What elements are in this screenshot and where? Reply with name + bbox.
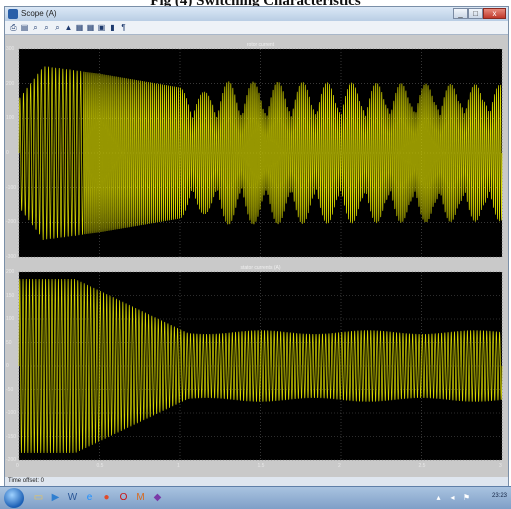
y-tick-label: -100 <box>6 184 17 191</box>
opera-icon[interactable]: O <box>119 492 128 503</box>
parameters-icon[interactable]: ▤ <box>20 23 29 32</box>
minimize-button[interactable]: _ <box>453 8 468 19</box>
close-button[interactable]: x <box>483 8 506 19</box>
y-tick-label: 200 <box>6 269 15 275</box>
internet-explorer-icon[interactable]: e <box>86 492 93 503</box>
explorer-icon[interactable]: ▭ <box>33 492 44 503</box>
scope-plot-area: rotor current stator currents (A) 300 200… <box>5 35 508 477</box>
y-tick-label: 200 <box>6 80 15 87</box>
y-tick-label: 100 <box>6 316 15 322</box>
stator-current-title: stator currents (A) <box>240 265 281 271</box>
title-bar[interactable]: Scope (A) _ □ x <box>5 7 508 21</box>
scope-plots <box>18 48 503 461</box>
word-icon[interactable]: W <box>67 492 78 503</box>
scope-window: Scope (A) _ □ x ⎙ ▤ ⌕ ⌕ ⌕ ▲ ▦ ▦ ▣ ▮ ¶ rotor curren… <box>4 6 509 486</box>
system-tray: ▴ ◂ ⚑ <box>417 492 507 504</box>
figure-caption: Fig (4) Switching Characteristics <box>150 0 361 8</box>
flag-icon[interactable]: ⚑ <box>462 493 471 502</box>
y-tick-label: 150 <box>6 292 15 299</box>
taskbar-clock[interactable]: 23:23 <box>491 493 507 499</box>
y-tick-label: -200 <box>6 457 17 463</box>
start-button-icon[interactable] <box>4 488 24 508</box>
x-tick-label: 1.5 <box>257 463 265 469</box>
y-tick-label: 50 <box>6 339 12 346</box>
x-tick-label: 2 <box>338 463 341 469</box>
y-tick-label: -150 <box>6 433 17 440</box>
lock-axes-icon[interactable]: ▮ <box>110 23 115 32</box>
y-tick-label: 0 <box>6 363 9 369</box>
time-offset-text: Time offset: 0 <box>8 478 45 484</box>
volume-icon[interactable]: ◂ <box>450 493 455 502</box>
zoom-in-icon[interactable]: ⌕ <box>33 23 38 32</box>
y-tick-label: -300 <box>6 254 17 260</box>
x-tick-label: 1 <box>177 463 180 469</box>
save-axes-icon[interactable]: ▦ <box>75 23 84 32</box>
autoscale-icon[interactable]: ▲ <box>64 23 73 32</box>
scope-toolbar: ⎙ ▤ ⌕ ⌕ ⌕ ▲ ▦ ▦ ▣ ▮ ¶ <box>5 21 508 35</box>
chrome-icon[interactable]: ● <box>103 492 110 503</box>
maximize-button[interactable]: □ <box>468 8 483 19</box>
stator-current-trace <box>18 279 503 453</box>
x-tick-label: 0 <box>16 463 19 469</box>
x-tick-label: 2.5 <box>418 463 426 469</box>
y-tick-label: -200 <box>6 219 17 226</box>
y-tick-label: 100 <box>6 115 15 122</box>
status-bar: Time offset: 0 <box>5 477 508 486</box>
zoom-y-icon[interactable]: ⌕ <box>55 23 60 32</box>
y-tick-label: 300 <box>6 46 15 52</box>
scope-app-icon <box>8 9 18 19</box>
floating-scope-icon[interactable]: ▣ <box>97 23 106 32</box>
window-title: Scope (A) <box>21 9 57 18</box>
y-tick-label: 0 <box>6 150 9 156</box>
signal-selection-icon[interactable]: ¶ <box>121 23 126 32</box>
print-icon[interactable]: ⎙ <box>10 23 17 32</box>
simulink-icon[interactable]: ◆ <box>153 492 162 503</box>
x-tick-label: 3 <box>499 463 502 469</box>
media-player-icon[interactable]: ▶ <box>51 492 60 503</box>
rotor-current-title: rotor current <box>246 42 275 48</box>
zoom-x-icon[interactable]: ⌕ <box>44 23 49 32</box>
matlab-icon[interactable]: M <box>136 492 145 503</box>
rotor-current-trace <box>18 66 503 241</box>
x-tick-label: 0.5 <box>96 463 104 469</box>
network-icon[interactable]: ▴ <box>436 493 441 502</box>
restore-axes-icon[interactable]: ▦ <box>86 23 95 32</box>
y-tick-label: -100 <box>6 410 17 416</box>
y-tick-label: -50 <box>6 386 14 393</box>
